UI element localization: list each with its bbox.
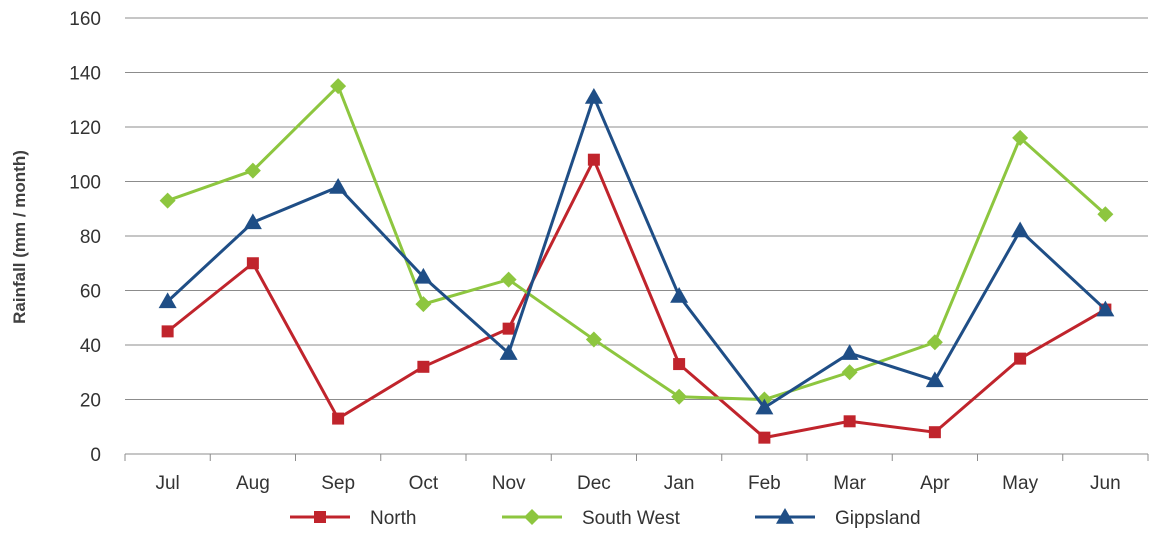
series-south-west — [159, 78, 1114, 408]
x-tick-label-nov: Nov — [492, 473, 526, 494]
legend-label-south-west: South West — [582, 508, 681, 529]
y-axis-ticks: 0 20 40 60 80 100 120 140 160 — [69, 9, 101, 466]
y-tick-label: 160 — [69, 9, 101, 30]
series — [158, 78, 1115, 444]
series-line-gippsland — [166, 92, 1107, 410]
data-point-gippsland-oct — [414, 267, 433, 284]
y-tick-label: 40 — [80, 336, 101, 357]
data-point-north-sep — [332, 412, 345, 425]
series-gippsland — [158, 88, 1115, 415]
x-tick-label-mar: Mar — [833, 473, 866, 494]
y-tick-label: 140 — [69, 64, 101, 85]
data-point-south-west-mar — [841, 364, 858, 381]
x-tick-label-jul: Jul — [155, 473, 179, 494]
data-point-south-west-jun — [1097, 206, 1114, 223]
data-point-gippsland-aug — [243, 213, 262, 230]
data-point-gippsland-feb — [755, 398, 774, 415]
data-point-gippsland-dec — [584, 88, 603, 104]
data-point-gippsland-jun — [1096, 300, 1115, 317]
data-point-south-west-may — [1012, 129, 1029, 146]
data-point-gippsland-jan — [670, 286, 689, 303]
data-point-north-dec — [587, 153, 600, 166]
legend-item-gippsland: Gippsland — [755, 508, 921, 529]
y-tick-label: 0 — [90, 445, 101, 466]
y-tick-label: 120 — [69, 118, 101, 139]
y-tick-label: 60 — [80, 282, 101, 303]
legend: North South West Gippsland — [290, 508, 921, 529]
data-point-north-feb — [758, 431, 771, 444]
data-point-gippsland-apr — [925, 371, 944, 388]
data-point-gippsland-may — [1011, 221, 1030, 238]
x-tick-label-oct: Oct — [409, 473, 439, 494]
x-tick-label-sep: Sep — [321, 473, 355, 494]
data-point-north-mar — [843, 415, 856, 428]
series-line-north — [166, 156, 1107, 440]
x-tick-label-jan: Jan — [664, 473, 695, 494]
x-tick-label-aug: Aug — [236, 473, 270, 494]
x-tick-label-feb: Feb — [748, 473, 781, 494]
legend-marker-south-west — [524, 509, 540, 525]
data-point-north-aug — [246, 257, 259, 270]
x-tick-label-dec: Dec — [577, 473, 611, 494]
data-point-south-west-nov — [500, 271, 517, 288]
y-axis-title: Rainfall (mm / month) — [10, 150, 29, 324]
axes — [124, 453, 1149, 461]
x-tick-label-may: May — [1002, 473, 1038, 494]
series-north — [161, 153, 1112, 444]
series-line-south-west — [167, 83, 1107, 402]
data-point-south-west-jul — [159, 192, 176, 209]
x-axis-ticks: Jul Aug Sep Oct Nov Dec Jan Feb Mar Apr May Jun — [155, 473, 1120, 494]
data-point-south-west-oct — [415, 296, 432, 313]
data-point-gippsland-jul — [158, 292, 177, 309]
legend-label-north: North — [370, 508, 416, 529]
legend-marker-gippsland — [776, 508, 794, 524]
data-point-south-west-aug — [244, 162, 261, 179]
data-point-north-may — [1014, 352, 1027, 365]
y-tick-label: 20 — [80, 391, 101, 412]
x-tick-label-apr: Apr — [920, 473, 950, 494]
gridlines — [125, 17, 1148, 400]
data-point-gippsland-sep — [329, 177, 348, 194]
x-tick-label-jun: Jun — [1090, 473, 1121, 494]
legend-item-south-west: South West — [502, 508, 681, 529]
data-point-south-west-dec — [585, 331, 602, 348]
data-point-north-jul — [161, 325, 174, 338]
y-tick-label: 80 — [80, 227, 101, 248]
data-point-gippsland-mar — [840, 344, 859, 360]
data-point-south-west-sep — [330, 78, 347, 95]
data-point-south-west-apr — [926, 334, 943, 351]
data-point-gippsland-nov — [499, 344, 518, 360]
data-point-north-jan — [673, 358, 686, 371]
y-tick-label: 100 — [69, 173, 101, 194]
legend-marker-north — [314, 511, 326, 523]
data-point-north-nov — [502, 322, 515, 335]
legend-item-north: North — [290, 508, 416, 529]
data-point-north-oct — [417, 360, 430, 373]
legend-label-gippsland: Gippsland — [835, 508, 921, 529]
data-point-south-west-jan — [671, 388, 688, 405]
data-point-north-apr — [928, 426, 941, 439]
